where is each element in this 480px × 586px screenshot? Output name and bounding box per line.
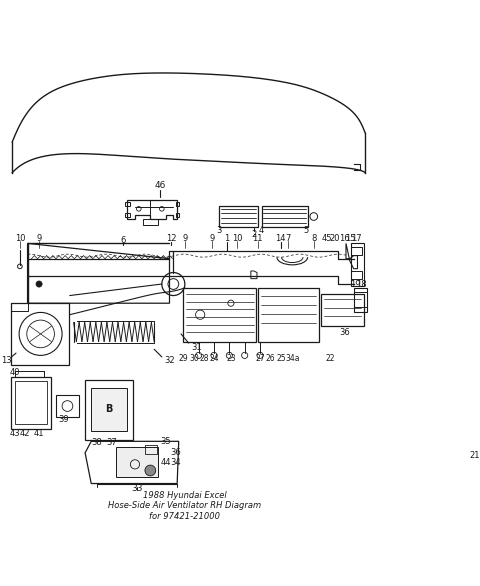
Bar: [350, 243, 364, 285]
Text: 1: 1: [225, 234, 229, 243]
Bar: [116, 448, 158, 476]
Bar: [351, 247, 362, 255]
Text: 8: 8: [311, 234, 316, 243]
Text: B: B: [105, 404, 113, 414]
Text: 25: 25: [276, 354, 287, 363]
Text: 10: 10: [232, 234, 242, 243]
Text: 16: 16: [339, 234, 350, 243]
Text: 10: 10: [14, 234, 25, 243]
Text: 34a: 34a: [285, 354, 300, 363]
Text: 33: 33: [132, 485, 143, 493]
Circle shape: [36, 281, 42, 287]
Bar: [262, 206, 308, 227]
Bar: [56, 396, 79, 417]
Bar: [351, 271, 362, 279]
Text: 29: 29: [179, 354, 188, 363]
Text: 34: 34: [170, 458, 181, 467]
Text: 35: 35: [160, 437, 171, 446]
Text: 12: 12: [166, 234, 176, 243]
Bar: [354, 288, 368, 312]
Text: 37: 37: [107, 438, 117, 447]
Text: 7: 7: [286, 234, 291, 243]
Text: 2: 2: [251, 230, 256, 239]
Text: 9: 9: [182, 234, 188, 243]
Text: 40: 40: [9, 368, 20, 377]
Text: 1988 Hyundai Excel
Hose-Side Air Ventilator RH Diagram
for 97421-21000: 1988 Hyundai Excel Hose-Side Air Ventila…: [108, 491, 262, 521]
Text: 13: 13: [1, 356, 12, 365]
Text: 21: 21: [469, 451, 480, 459]
Text: 46: 46: [155, 180, 166, 189]
Bar: [12, 303, 69, 364]
Text: 20: 20: [329, 234, 340, 243]
Text: 28: 28: [199, 354, 209, 363]
Text: 19: 19: [350, 280, 360, 289]
Text: 9: 9: [209, 234, 215, 243]
Text: 43: 43: [9, 429, 20, 438]
Text: 45: 45: [322, 234, 332, 243]
Bar: [258, 288, 319, 342]
Text: 41: 41: [34, 429, 44, 438]
Bar: [91, 387, 127, 431]
Bar: [219, 206, 258, 227]
Text: 32: 32: [164, 356, 175, 365]
Text: 14: 14: [276, 234, 286, 243]
Text: 6: 6: [121, 236, 126, 245]
Text: 11: 11: [252, 234, 263, 243]
Bar: [145, 445, 157, 454]
Text: 15: 15: [345, 234, 356, 243]
Bar: [183, 288, 256, 342]
Text: 27: 27: [255, 354, 265, 363]
Text: 23: 23: [226, 354, 236, 363]
Text: 24: 24: [209, 354, 219, 363]
Text: 17: 17: [351, 234, 362, 243]
Bar: [322, 294, 364, 326]
Text: 18: 18: [356, 280, 367, 289]
Text: 36: 36: [170, 448, 181, 457]
Text: 31: 31: [191, 343, 202, 352]
Text: 38: 38: [91, 438, 102, 447]
Bar: [12, 377, 51, 429]
Text: 30: 30: [189, 354, 199, 363]
Text: 3: 3: [216, 226, 222, 235]
Circle shape: [145, 465, 156, 476]
Text: 26: 26: [266, 354, 276, 363]
Text: 5: 5: [303, 226, 309, 235]
Text: 36: 36: [339, 328, 350, 337]
Text: 4: 4: [259, 226, 264, 235]
Bar: [15, 381, 48, 424]
Text: 39: 39: [58, 415, 69, 424]
Text: 22: 22: [326, 354, 336, 363]
Text: 9: 9: [36, 234, 42, 243]
Bar: [85, 380, 132, 440]
Text: 44: 44: [160, 458, 171, 467]
Text: 42: 42: [20, 429, 31, 438]
